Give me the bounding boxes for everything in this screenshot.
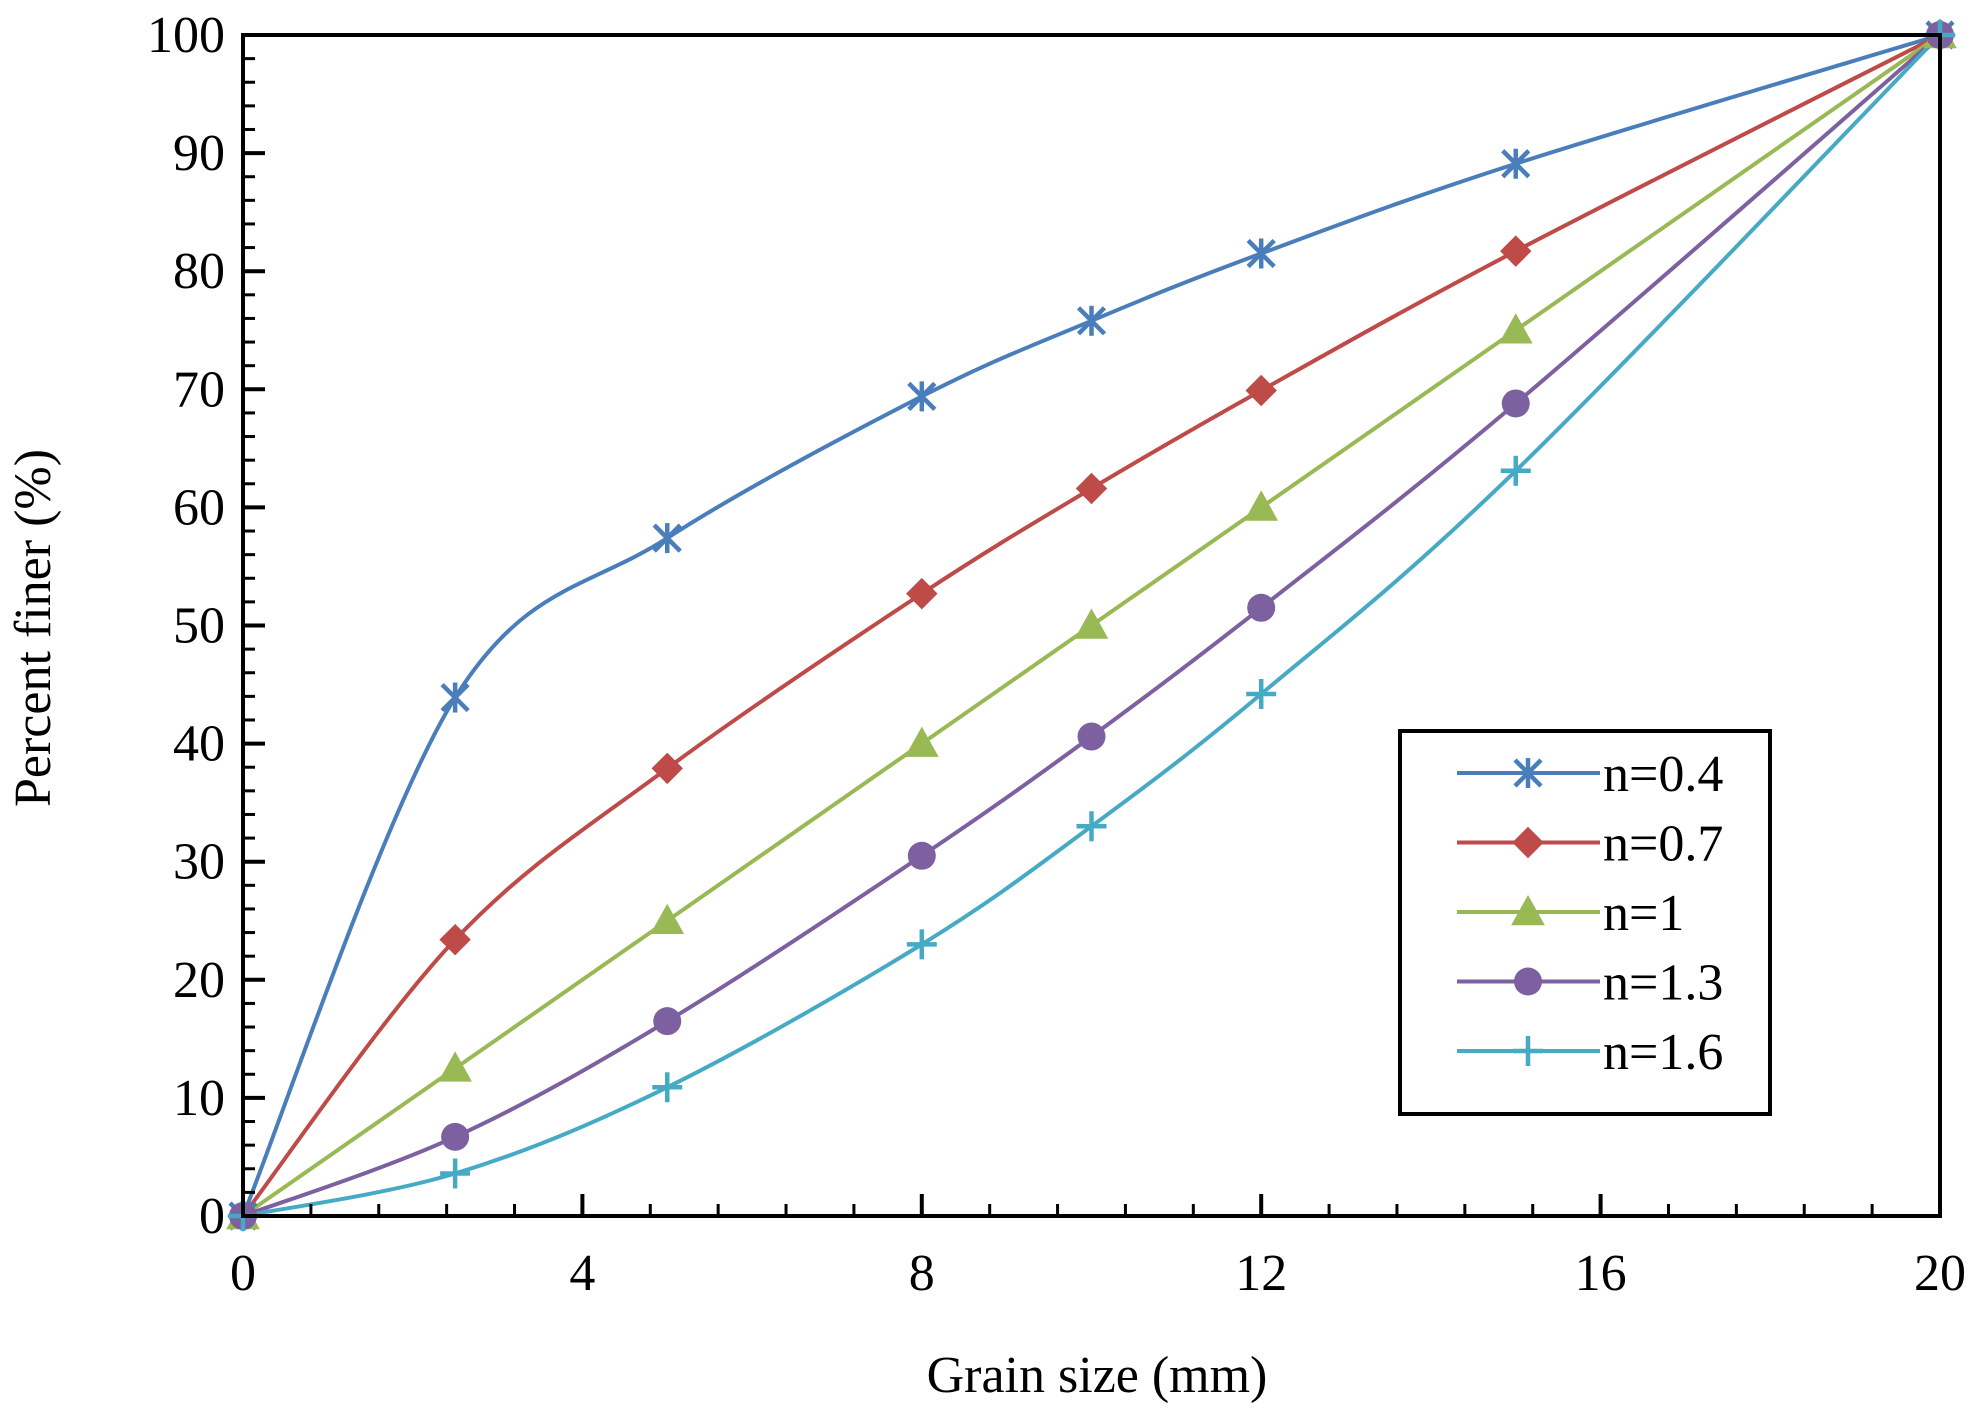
- marker-n=1.3-x15: [1502, 389, 1530, 417]
- marker-n=1-x15: [1500, 314, 1532, 343]
- legend-label-n=0.7: n=0.7: [1603, 816, 1723, 873]
- legend-marker-n=1.3: [1514, 968, 1542, 996]
- marker-n=1.6-x8: [907, 929, 937, 959]
- marker-n=0.7-x15: [1501, 236, 1531, 266]
- y-tick-label-0: 0: [199, 1188, 225, 1245]
- x-axis-title: Grain size (mm): [927, 1347, 1268, 1404]
- marker-n=0.7-x12: [1246, 375, 1276, 405]
- marker-n=0.4-x10: [1079, 306, 1105, 336]
- y-tick-label-80: 80: [173, 243, 225, 300]
- y-tick-label-30: 30: [173, 834, 225, 891]
- x-tick-label-12: 12: [1235, 1245, 1287, 1302]
- y-axis-title: Percent finer (%): [5, 449, 62, 807]
- x-tick-label-8: 8: [909, 1245, 935, 1302]
- marker-n=1.3-x10: [1078, 723, 1106, 751]
- legend-label-n=1.6: n=1.6: [1603, 1024, 1723, 1081]
- x-tick-label-0: 0: [230, 1245, 256, 1302]
- marker-n=1-x12: [1245, 491, 1277, 520]
- marker-n=0.7-x8: [907, 579, 937, 609]
- marker-n=1.3-x12: [1247, 594, 1275, 622]
- legend-label-n=1.3: n=1.3: [1603, 955, 1723, 1012]
- marker-n=0.4-x5: [654, 523, 680, 553]
- marker-n=1.3-x8: [908, 842, 936, 870]
- legend: n=0.4 n=0.7 n=1 n=1.3 n=1.6: [1400, 731, 1770, 1114]
- y-tick-label-10: 10: [173, 1070, 225, 1127]
- marker-n=1-x8: [906, 728, 938, 757]
- marker-n=0.4-x15: [1503, 149, 1529, 179]
- y-tick-label-100: 100: [147, 7, 225, 64]
- marker-n=1-x10: [1076, 610, 1108, 639]
- legend-label-n=1: n=1: [1603, 885, 1684, 942]
- chart-root: 0 4 8 12 16 20 0 10 20 30 40 50 60 70 80 90 100 n=0.4 n=0…: [0, 0, 1984, 1413]
- marker-n=1.3-x5: [653, 1007, 681, 1035]
- marker-n=0.4-x2.5: [442, 683, 468, 713]
- marker-n=0.4-x12: [1248, 238, 1274, 268]
- marker-n=0.7-x5: [652, 753, 682, 783]
- grain-size-chart: 0 4 8 12 16 200102030405060708090100 n=0.4n=0…: [0, 0, 1984, 1413]
- y-tick-label-90: 90: [173, 125, 225, 182]
- marker-n=1-x2.5: [439, 1052, 471, 1081]
- y-tick-label-50: 50: [173, 598, 225, 655]
- marker-n=0.4-x8: [909, 381, 935, 411]
- legend-label-n=0.4: n=0.4: [1603, 746, 1723, 803]
- y-tick-label-20: 20: [173, 952, 225, 1009]
- marker-n=1-x5: [651, 905, 683, 934]
- y-tick-label-60: 60: [173, 479, 225, 536]
- x-tick-label-16: 16: [1575, 1245, 1627, 1302]
- marker-n=1.3-x2.5: [441, 1123, 469, 1151]
- y-tick-label-70: 70: [173, 361, 225, 418]
- x-tick-label-20: 20: [1914, 1245, 1966, 1302]
- marker-n=1.6-x5: [652, 1072, 682, 1102]
- marker-n=1.6-x10: [1077, 811, 1107, 841]
- marker-n=0.7-x10: [1077, 474, 1107, 504]
- marker-n=1.6-x2.5: [440, 1158, 470, 1188]
- x-tick-label-4: 4: [569, 1245, 595, 1302]
- y-tick-label-40: 40: [173, 716, 225, 773]
